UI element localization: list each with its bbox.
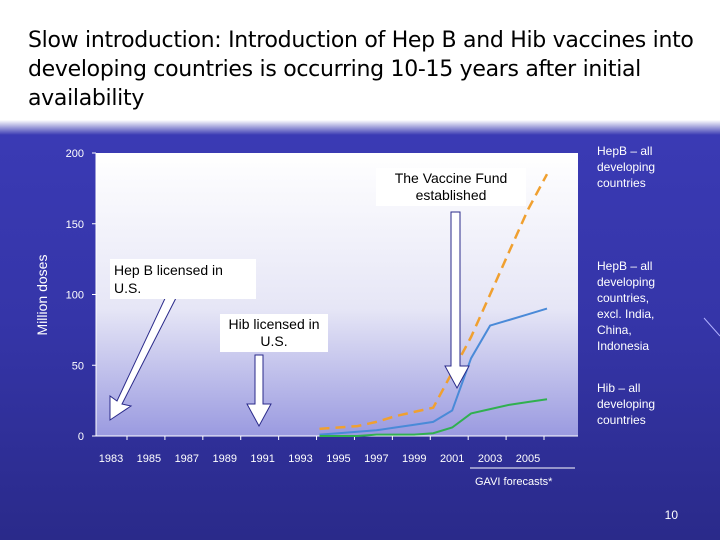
x-tick-label: 1985: [137, 453, 161, 465]
decor-line: [703, 317, 720, 337]
x-tick-label: 1983: [99, 453, 123, 465]
hepb-licensed-arrow: [109, 291, 177, 421]
series-hepb-excl-line: [319, 307, 548, 436]
x-tick-label: 1989: [212, 453, 236, 465]
page-number: 10: [664, 508, 678, 522]
legend-hib-all: Hib – all developing countries: [597, 381, 656, 427]
hib-licensed-callout: Hib licensed in U.S.: [220, 314, 328, 352]
x-tick-label: 1997: [364, 453, 388, 465]
y-tick-label: 50: [72, 360, 84, 372]
x-tick-label: 2001: [440, 453, 464, 465]
x-tick-label: 1999: [402, 453, 426, 465]
x-tick-label: 2003: [478, 453, 502, 465]
gavi-forecast-label: GAVI forecasts*: [475, 476, 553, 488]
x-tick-label: 1995: [326, 453, 350, 465]
x-tick-label: 1993: [288, 453, 312, 465]
y-tick-label: 200: [66, 148, 84, 160]
legend-hepb-excl: HepB – all developing countries, excl. I…: [597, 259, 656, 353]
x-tick-label: 2005: [516, 453, 540, 465]
y-tick-label: 150: [66, 219, 84, 231]
x-tick-label: 1987: [175, 453, 199, 465]
y-tick-label: 100: [66, 290, 84, 302]
vaccine-fund-arrow: [444, 211, 470, 390]
legend-hepb-all: HepB – all developing countries: [597, 144, 656, 190]
x-tick-label: 1991: [250, 453, 274, 465]
vaccine-fund-callout: The Vaccine Fund established: [376, 168, 526, 206]
hib-licensed-arrow: [246, 354, 272, 428]
hepb-licensed-callout: Hep B licensed in U.S.: [110, 259, 256, 299]
series-hib-all-line: [319, 398, 548, 437]
y-tick-label: 0: [78, 431, 84, 443]
y-axis-label: Million doses: [34, 255, 50, 336]
series-hepb-all-line: [319, 173, 549, 431]
page-title: Slow introduction: Introduction of Hep B…: [28, 28, 694, 111]
